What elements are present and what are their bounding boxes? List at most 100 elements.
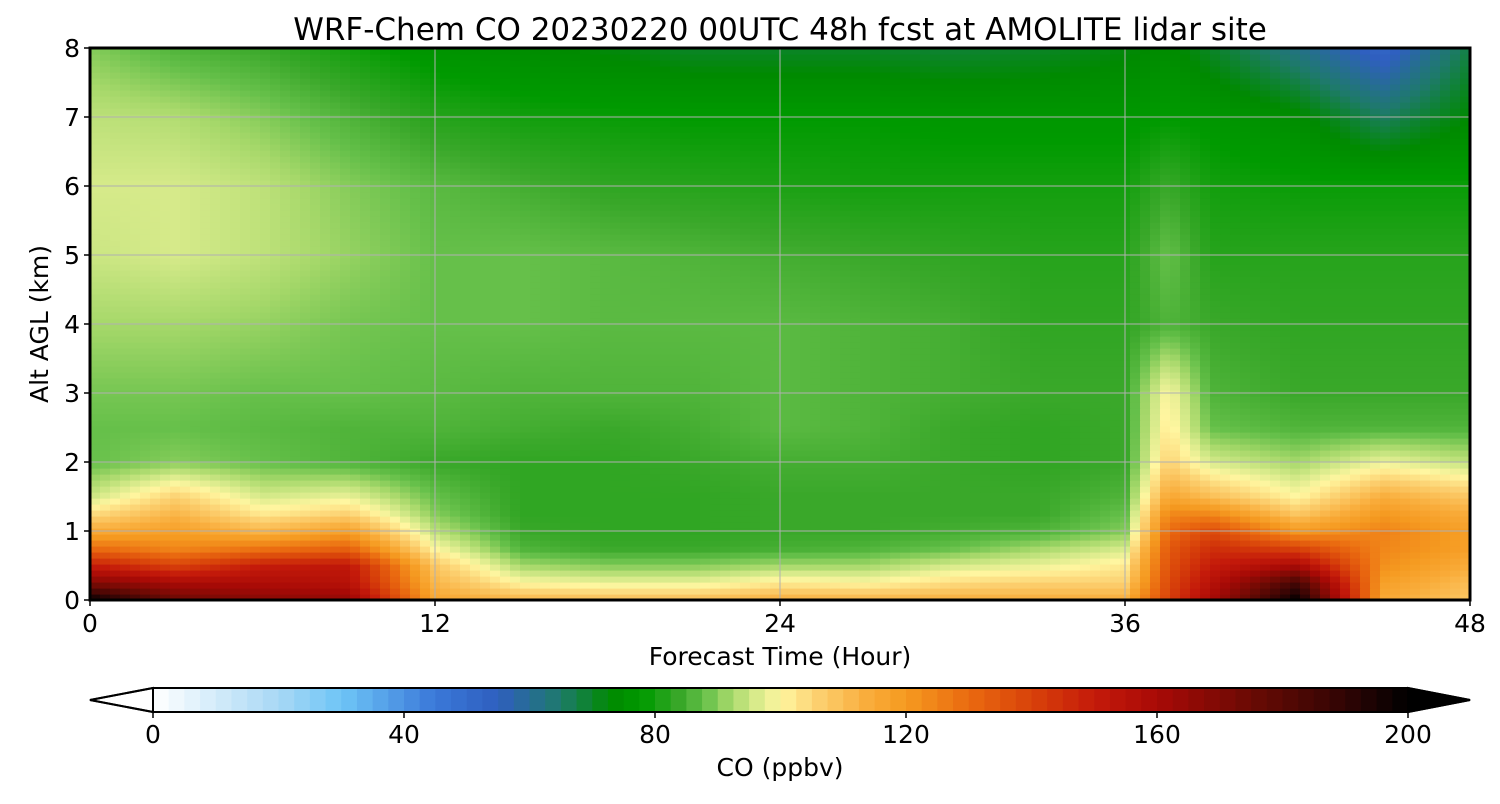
- heatmap-cell: [620, 576, 631, 583]
- heatmap-cell: [1000, 588, 1011, 595]
- heatmap-cell: [330, 486, 341, 493]
- heatmap-cell: [780, 534, 791, 541]
- heatmap-cell: [700, 504, 711, 511]
- heatmap-cell: [790, 552, 801, 559]
- heatmap-cell: [1330, 426, 1341, 433]
- heatmap-cell: [1080, 492, 1091, 499]
- heatmap-cell: [1220, 594, 1231, 600]
- heatmap-cell: [1140, 402, 1151, 409]
- heatmap-cell: [110, 474, 121, 481]
- heatmap-cell: [120, 474, 131, 481]
- heatmap-cell: [520, 474, 531, 481]
- heatmap-cell: [1000, 438, 1011, 445]
- heatmap-cell: [1400, 468, 1411, 475]
- heatmap-cell: [790, 540, 801, 547]
- heatmap-cell: [290, 546, 301, 553]
- heatmap-cell: [1140, 522, 1151, 529]
- heatmap-cell: [770, 396, 781, 403]
- heatmap-cell: [420, 450, 431, 457]
- heatmap-cell: [190, 408, 201, 415]
- heatmap-cell: [1270, 432, 1281, 439]
- heatmap-cell: [1170, 426, 1181, 433]
- heatmap-cell: [1410, 522, 1421, 529]
- heatmap-cell: [1040, 414, 1051, 421]
- heatmap-cell: [140, 492, 151, 499]
- heatmap-cell: [560, 456, 571, 463]
- heatmap-cell: [960, 468, 971, 475]
- heatmap-cell: [820, 414, 831, 421]
- heatmap-cell: [280, 588, 291, 595]
- heatmap-cell: [290, 378, 301, 385]
- heatmap-cell: [1450, 468, 1461, 475]
- heatmap-cell: [970, 594, 981, 600]
- heatmap-cell: [1270, 546, 1281, 553]
- heatmap-cell: [780, 414, 791, 421]
- heatmap-cell: [280, 468, 291, 475]
- heatmap-cell: [350, 384, 361, 391]
- heatmap-cell: [310, 570, 321, 577]
- heatmap-cell: [720, 408, 731, 415]
- heatmap-cell: [90, 558, 101, 565]
- heatmap-cell: [930, 522, 941, 529]
- heatmap-cell: [300, 552, 311, 559]
- heatmap-cell: [1100, 576, 1111, 583]
- heatmap-cell: [1010, 594, 1021, 600]
- heatmap-cell: [1260, 396, 1271, 403]
- heatmap-cell: [1460, 576, 1470, 583]
- heatmap-cell: [1150, 540, 1161, 547]
- heatmap-cell: [490, 402, 501, 409]
- heatmap-cell: [1340, 444, 1351, 451]
- heatmap-cell: [240, 552, 251, 559]
- heatmap-cell: [460, 468, 471, 475]
- heatmap-cell: [570, 534, 581, 541]
- heatmap-cell: [250, 534, 261, 541]
- heatmap-cell: [1180, 384, 1191, 391]
- heatmap-cell: [240, 378, 251, 385]
- heatmap-cell: [1370, 486, 1381, 493]
- heatmap-cell: [560, 522, 571, 529]
- heatmap-cell: [1220, 492, 1231, 499]
- heatmap-cell: [800, 414, 811, 421]
- heatmap-cell: [600, 420, 611, 427]
- heatmap-cell: [550, 468, 561, 475]
- heatmap-cell: [240, 384, 251, 391]
- heatmap-cell: [640, 444, 651, 451]
- heatmap-cell: [190, 438, 201, 445]
- heatmap-cell: [260, 402, 271, 409]
- heatmap-cell: [1280, 426, 1291, 433]
- heatmap-cell: [390, 522, 401, 529]
- heatmap-cell: [1360, 402, 1371, 409]
- heatmap-cell: [1200, 468, 1211, 475]
- heatmap-cell: [360, 582, 371, 589]
- heatmap-cell: [1410, 462, 1421, 469]
- heatmap-cell: [730, 492, 741, 499]
- heatmap-cell: [890, 396, 901, 403]
- heatmap-cell: [930, 438, 941, 445]
- heatmap-cell: [860, 444, 871, 451]
- heatmap-cell: [730, 504, 741, 511]
- heatmap-cell: [120, 510, 131, 517]
- heatmap-cell: [1450, 402, 1461, 409]
- heatmap-cell: [460, 450, 471, 457]
- heatmap-cell: [930, 564, 941, 571]
- heatmap-cell: [590, 540, 601, 547]
- heatmap-cell: [1230, 462, 1241, 469]
- heatmap-cell: [120, 444, 131, 451]
- heatmap-cell: [980, 582, 991, 589]
- heatmap-cell: [1400, 522, 1411, 529]
- heatmap-cell: [1100, 462, 1111, 469]
- heatmap-cell: [1130, 558, 1141, 565]
- heatmap-cell: [1290, 474, 1301, 481]
- heatmap-cell: [510, 438, 521, 445]
- heatmap-cell: [1100, 474, 1111, 481]
- heatmap-cell: [970, 564, 981, 571]
- heatmap-cell: [940, 576, 951, 583]
- heatmap-cell: [1180, 450, 1191, 457]
- heatmap-cell: [1350, 546, 1361, 553]
- heatmap-cell: [860, 474, 871, 481]
- heatmap-cell: [470, 414, 481, 421]
- heatmap-cell: [320, 552, 331, 559]
- heatmap-cell: [380, 552, 391, 559]
- heatmap-cell: [1440, 444, 1451, 451]
- heatmap-cell: [690, 408, 701, 415]
